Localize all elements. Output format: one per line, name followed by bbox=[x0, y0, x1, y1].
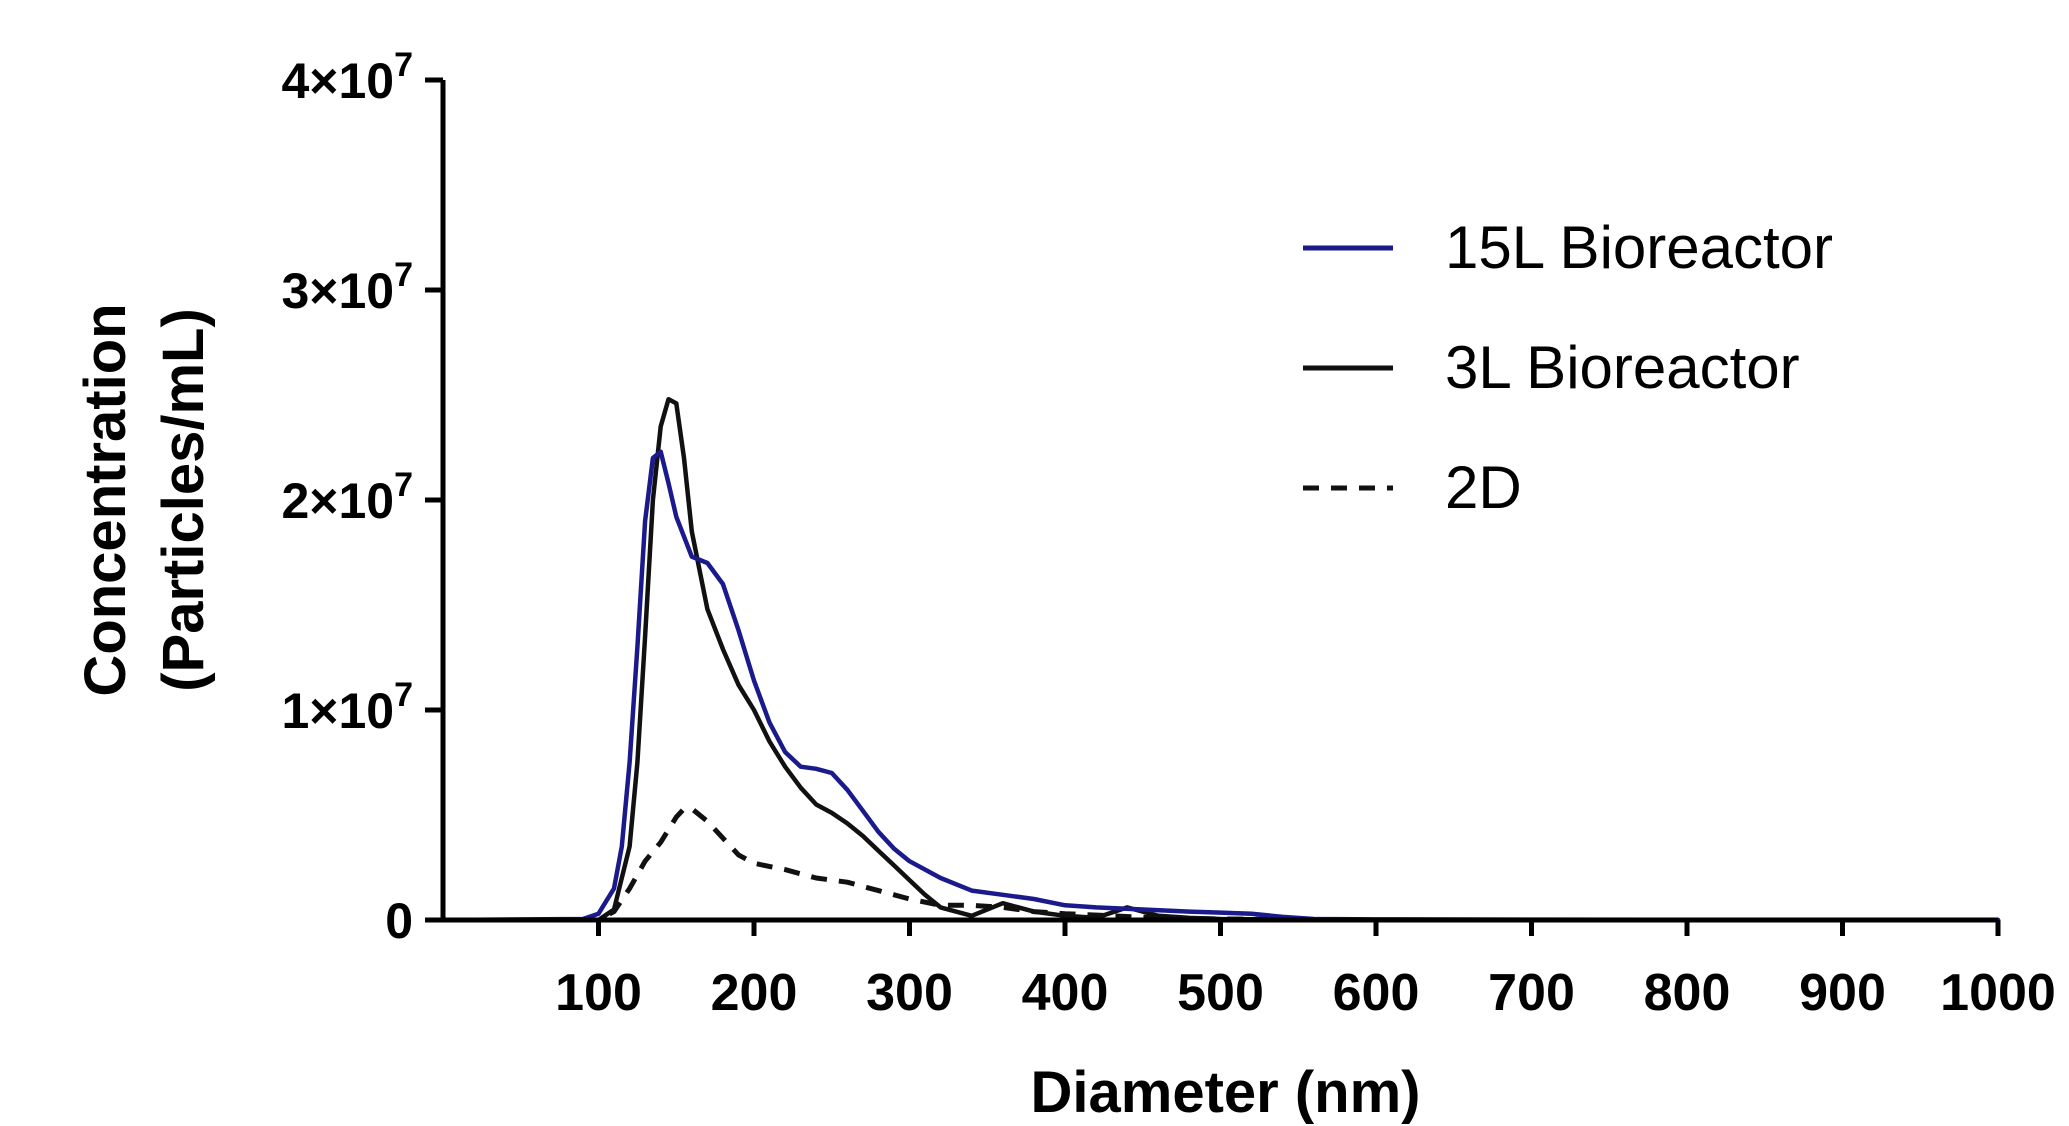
x-tick-label: 500 bbox=[1177, 964, 1264, 1022]
y-tick-mantissa: 3×10 bbox=[281, 263, 394, 319]
x-tick-label: 700 bbox=[1488, 964, 1575, 1022]
y-tick-exponent: 7 bbox=[394, 256, 413, 294]
series-line-3 bbox=[443, 806, 1998, 923]
x-tick-label: 300 bbox=[866, 964, 953, 1022]
x-tick-label: 800 bbox=[1644, 964, 1731, 1022]
y-axis-title-line-1: Concentration bbox=[73, 303, 138, 696]
series-line-1 bbox=[440, 449, 2001, 923]
x-tick-label: 900 bbox=[1799, 964, 1886, 1022]
series-line-2 bbox=[440, 396, 2001, 923]
y-tick-label: 3×107 bbox=[281, 256, 413, 319]
y-tick-exponent: 7 bbox=[394, 46, 413, 84]
x-tick-label: 200 bbox=[711, 964, 798, 1022]
legend-label: 2D bbox=[1445, 454, 1522, 521]
y-tick-exponent: 7 bbox=[394, 676, 413, 714]
y-tick-mantissa: 0 bbox=[385, 893, 413, 949]
y-tick-mantissa: 2×10 bbox=[281, 473, 394, 529]
y-tick-mantissa: 4×10 bbox=[281, 53, 394, 109]
x-tick-label: 400 bbox=[1022, 964, 1109, 1022]
legend-label: 3L Bioreactor bbox=[1445, 334, 1800, 401]
x-tick-label: 600 bbox=[1333, 964, 1420, 1022]
axes-layer bbox=[440, 80, 1998, 923]
legend: 15L Bioreactor 3L Bioreactor 2D bbox=[1303, 214, 1833, 521]
x-tick-label: 100 bbox=[555, 964, 642, 1022]
x-tick-layer: 100 200 300 400 500 600 700 800 900 1000 bbox=[555, 920, 2056, 1022]
y-tick-label: 4×107 bbox=[281, 46, 413, 109]
y-tick-label: 0 bbox=[385, 893, 413, 949]
y-tick-exponent: 7 bbox=[394, 466, 413, 504]
series-layer bbox=[440, 396, 2001, 923]
x-tick-label: 1000 bbox=[1940, 964, 2056, 1022]
y-tick-mantissa: 1×10 bbox=[281, 683, 394, 739]
y-axis-title-line-2: (Particles/mL) bbox=[151, 308, 216, 692]
x-axis-title: Diameter (nm) bbox=[1031, 1060, 1421, 1125]
y-tick-label: 2×107 bbox=[281, 466, 413, 529]
legend-label: 15L Bioreactor bbox=[1445, 214, 1833, 281]
y-tick-label: 1×107 bbox=[281, 676, 413, 739]
